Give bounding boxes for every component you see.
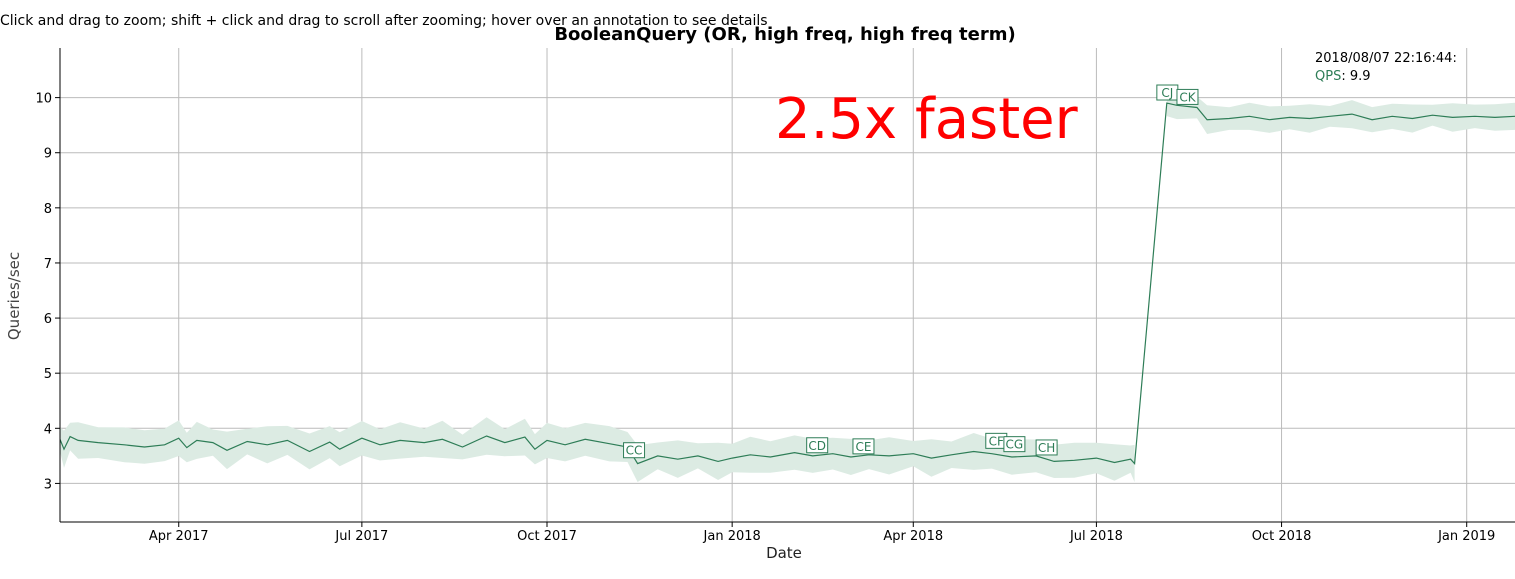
x-tick-label: Jul 2017 bbox=[334, 529, 388, 544]
y-axis-label: Queries/sec bbox=[5, 252, 23, 340]
legend-timestamp: 2018/08/07 22:16:44: bbox=[1315, 50, 1457, 68]
annotation-marker[interactable]: CK bbox=[1177, 89, 1198, 104]
y-tick-label: 6 bbox=[44, 312, 52, 327]
x-tick-label: Apr 2017 bbox=[149, 529, 209, 544]
annotation-label: CE bbox=[855, 440, 871, 454]
legend-series-label: QPS bbox=[1315, 69, 1341, 84]
annotation-marker[interactable]: CC bbox=[624, 443, 645, 458]
y-tick-label: 9 bbox=[44, 147, 52, 162]
annotation-marker[interactable]: CD bbox=[807, 438, 828, 453]
y-tick-label: 10 bbox=[35, 92, 52, 107]
annotation-label: CD bbox=[808, 439, 826, 453]
range-band-area bbox=[1167, 90, 1515, 134]
annotation-label: CC bbox=[626, 444, 643, 458]
x-tick-label: Jan 2018 bbox=[703, 529, 761, 544]
legend-series: QPS: 9.9 bbox=[1315, 68, 1457, 86]
annotation-marker[interactable]: CE bbox=[853, 439, 874, 454]
y-axis-ticks: 3 4 5 6 7 8 9 10 bbox=[35, 92, 60, 493]
series-line bbox=[60, 103, 1515, 464]
annotation-marker[interactable]: CG bbox=[1004, 437, 1025, 452]
annotation-marker[interactable]: CJ bbox=[1157, 85, 1178, 100]
annotation-label: CH bbox=[1038, 441, 1055, 455]
y-tick-label: 7 bbox=[44, 257, 52, 272]
series-path bbox=[60, 103, 1515, 464]
y-tick-label: 3 bbox=[44, 477, 52, 492]
annotation-label: CF bbox=[989, 434, 1004, 448]
annotation-label: CK bbox=[1179, 90, 1196, 104]
speedup-annotation: 2.5x faster bbox=[775, 85, 1078, 155]
x-tick-label: Jan 2019 bbox=[1437, 529, 1495, 544]
y-tick-label: 4 bbox=[44, 422, 52, 437]
y-tick-label: 8 bbox=[44, 202, 52, 217]
annotation-label: CG bbox=[1006, 438, 1024, 452]
x-tick-label: Jul 2018 bbox=[1069, 529, 1123, 544]
range-band-area bbox=[60, 417, 1135, 482]
legend-series-value: 9.9 bbox=[1350, 69, 1371, 84]
annotation-label: CJ bbox=[1161, 86, 1173, 100]
x-axis-ticks: Apr 2017 Jul 2017 Oct 2017 Jan 2018 Apr 2018… bbox=[149, 522, 1495, 544]
y-tick-label: 5 bbox=[44, 367, 52, 382]
x-tick-label: Apr 2018 bbox=[883, 529, 943, 544]
hover-legend: 2018/08/07 22:16:44: QPS: 9.9 bbox=[1315, 50, 1457, 86]
annotation-marker[interactable]: CH bbox=[1036, 440, 1057, 455]
x-tick-label: Oct 2017 bbox=[517, 529, 577, 544]
x-axis-label: Date bbox=[766, 544, 802, 562]
x-tick-label: Oct 2018 bbox=[1252, 529, 1312, 544]
